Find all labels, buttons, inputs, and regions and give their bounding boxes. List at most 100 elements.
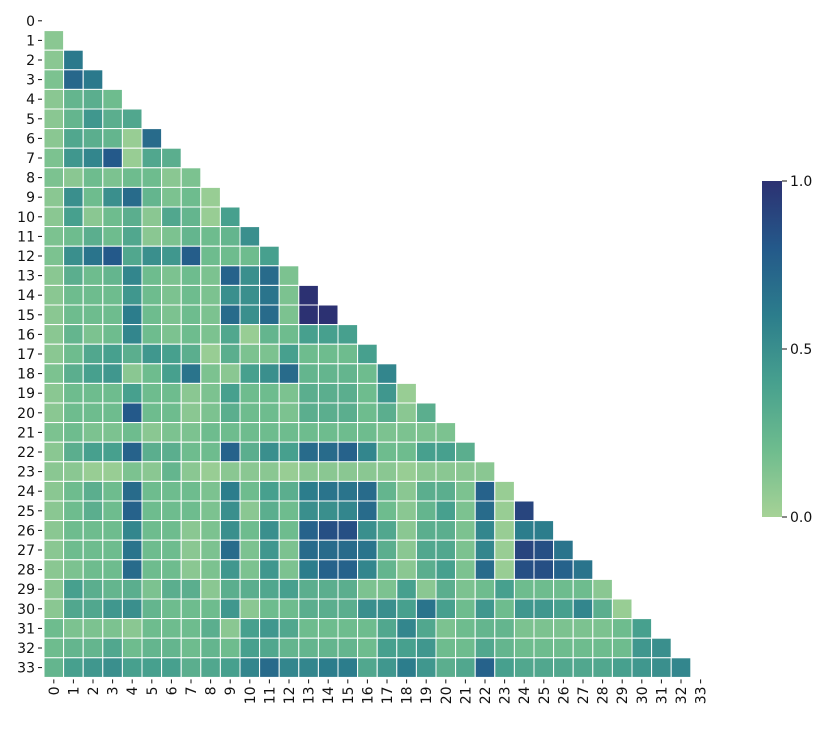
- y-tick-label: 32: [17, 641, 35, 657]
- heatmap-cell-25-23: [494, 500, 515, 522]
- heatmap-cell-33-13: [298, 657, 319, 678]
- heatmap-cell-23-22: [474, 461, 496, 482]
- heatmap-cell-26-1: [63, 520, 84, 541]
- heatmap-cell-8-5: [141, 167, 163, 188]
- x-tick-label: 5: [145, 686, 161, 695]
- heatmap-cell-21-14: [317, 422, 339, 443]
- heatmap-cell-14-3: [102, 284, 123, 306]
- heatmap-cell-6-3: [102, 128, 123, 149]
- heatmap-cell-25-2: [82, 500, 104, 522]
- heatmap-cell-14-1: [63, 284, 84, 306]
- heatmap-cell-31-17: [376, 618, 398, 639]
- heatmap-cell-17-2: [82, 343, 104, 365]
- heatmap-cell-12-9: [219, 245, 241, 267]
- heatmap-cell-5-4: [121, 108, 143, 130]
- heatmap-cell-18-2: [82, 363, 104, 384]
- heatmap-cell-28-6: [161, 559, 182, 580]
- heatmap-cell-17-9: [219, 343, 241, 365]
- heatmap-cell-6-4: [121, 128, 143, 149]
- heatmap-cell-32-28: [592, 637, 613, 659]
- heatmap-cell-27-7: [180, 539, 202, 561]
- heatmap-cell-30-20: [435, 598, 457, 620]
- heatmap-cell-27-17: [376, 539, 398, 561]
- heatmap-cell-31-25: [533, 618, 555, 639]
- x-tick-label: 28: [596, 686, 612, 704]
- heatmap-cell-29-1: [63, 578, 84, 600]
- heatmap-cell-29-16: [357, 578, 378, 600]
- heatmap-cell-20-17: [376, 402, 398, 424]
- heatmap-cell-30-12: [278, 598, 300, 620]
- heatmap-cell-30-27: [572, 598, 594, 620]
- heatmap-cell-13-7: [180, 265, 202, 286]
- heatmap-cell-25-24: [513, 500, 535, 522]
- heatmap-cell-13-1: [63, 265, 84, 286]
- heatmap-cell-28-25: [533, 559, 555, 580]
- heatmap-cell-8-6: [161, 167, 182, 188]
- colorbar-ticks: 0.0 0.5 1.0: [782, 174, 812, 526]
- heatmap-cell-28-21: [455, 559, 476, 580]
- heatmap-cell-26-21: [455, 520, 476, 541]
- heatmap-cell-14-4: [121, 284, 143, 306]
- heatmap-cell-27-1: [63, 539, 84, 561]
- heatmap-cell-31-27: [572, 618, 594, 639]
- x-tick-label: 2: [86, 686, 102, 695]
- heatmap-cell-27-18: [396, 539, 417, 561]
- heatmap-cell-9-7: [180, 186, 202, 208]
- heatmap-cell-12-10: [239, 245, 261, 267]
- heatmap-cell-30-18: [396, 598, 417, 620]
- y-tick-label: 11: [17, 229, 35, 245]
- heatmap-cell-15-7: [180, 304, 202, 326]
- heatmap-cell-11-4: [121, 226, 143, 247]
- x-tick-label: 24: [517, 686, 533, 704]
- heatmap-cell-26-25: [533, 520, 555, 541]
- heatmap-cell-30-24: [513, 598, 535, 620]
- heatmap-cell-14-2: [82, 284, 104, 306]
- heatmap-cell-7-4: [121, 147, 143, 169]
- heatmap-cell-24-8: [200, 480, 221, 502]
- heatmap-cell-17-3: [102, 343, 123, 365]
- heatmap-cell-16-7: [180, 324, 202, 345]
- heatmap-cell-24-6: [161, 480, 182, 502]
- heatmap-cell-32-9: [219, 637, 241, 659]
- heatmap-cell-30-10: [239, 598, 261, 620]
- heatmap-cell-15-11: [259, 304, 280, 326]
- x-tick-label: 18: [400, 686, 416, 704]
- heatmap-cell-8-1: [63, 167, 84, 188]
- heatmap-cell-23-17: [376, 461, 398, 482]
- heatmap-cell-28-23: [494, 559, 515, 580]
- heatmap-cell-10-2: [82, 206, 104, 228]
- heatmap-cell-18-9: [219, 363, 241, 384]
- heatmap-cell-30-3: [102, 598, 123, 620]
- heatmap-cell-25-10: [239, 500, 261, 522]
- heatmap-cell-32-5: [141, 637, 163, 659]
- heatmap-cell-32-27: [572, 637, 594, 659]
- heatmap-cells: [43, 30, 692, 678]
- heatmap-cell-18-5: [141, 363, 163, 384]
- y-tick-label: 29: [17, 582, 35, 598]
- heatmap-cell-15-4: [121, 304, 143, 326]
- heatmap-cell-32-15: [337, 637, 359, 659]
- heatmap-cell-32-14: [317, 637, 339, 659]
- heatmap-cell-9-1: [63, 186, 84, 208]
- heatmap-cell-24-2: [82, 480, 104, 502]
- heatmap-cell-23-20: [435, 461, 457, 482]
- heatmap-cell-22-3: [102, 441, 123, 463]
- heatmap-cell-26-24: [513, 520, 535, 541]
- heatmap-cell-26-4: [121, 520, 143, 541]
- x-axis: 0 1 2 3 4 5 6 7 8 9 10 11 12 13 14 15 16 17 18 19 20 21 22 23 24…: [47, 679, 710, 704]
- heatmap-cell-31-21: [455, 618, 476, 639]
- heatmap-cell-17-1: [63, 343, 84, 365]
- heatmap-cell-23-7: [180, 461, 202, 482]
- heatmap-cell-29-5: [141, 578, 163, 600]
- heatmap-cell-27-12: [278, 539, 300, 561]
- x-tick-label: 14: [321, 686, 337, 704]
- x-tick-label: 8: [204, 686, 220, 695]
- heatmap-cell-13-5: [141, 265, 163, 286]
- heatmap-cell-33-0: [43, 657, 65, 678]
- x-tick-label: 26: [556, 686, 572, 704]
- heatmap-cell-15-10: [239, 304, 261, 326]
- heatmap-cell-11-2: [82, 226, 104, 247]
- colorbar: 0.0 0.5 1.0: [762, 174, 812, 526]
- heatmap-cell-20-3: [102, 402, 123, 424]
- heatmap-cell-29-24: [513, 578, 535, 600]
